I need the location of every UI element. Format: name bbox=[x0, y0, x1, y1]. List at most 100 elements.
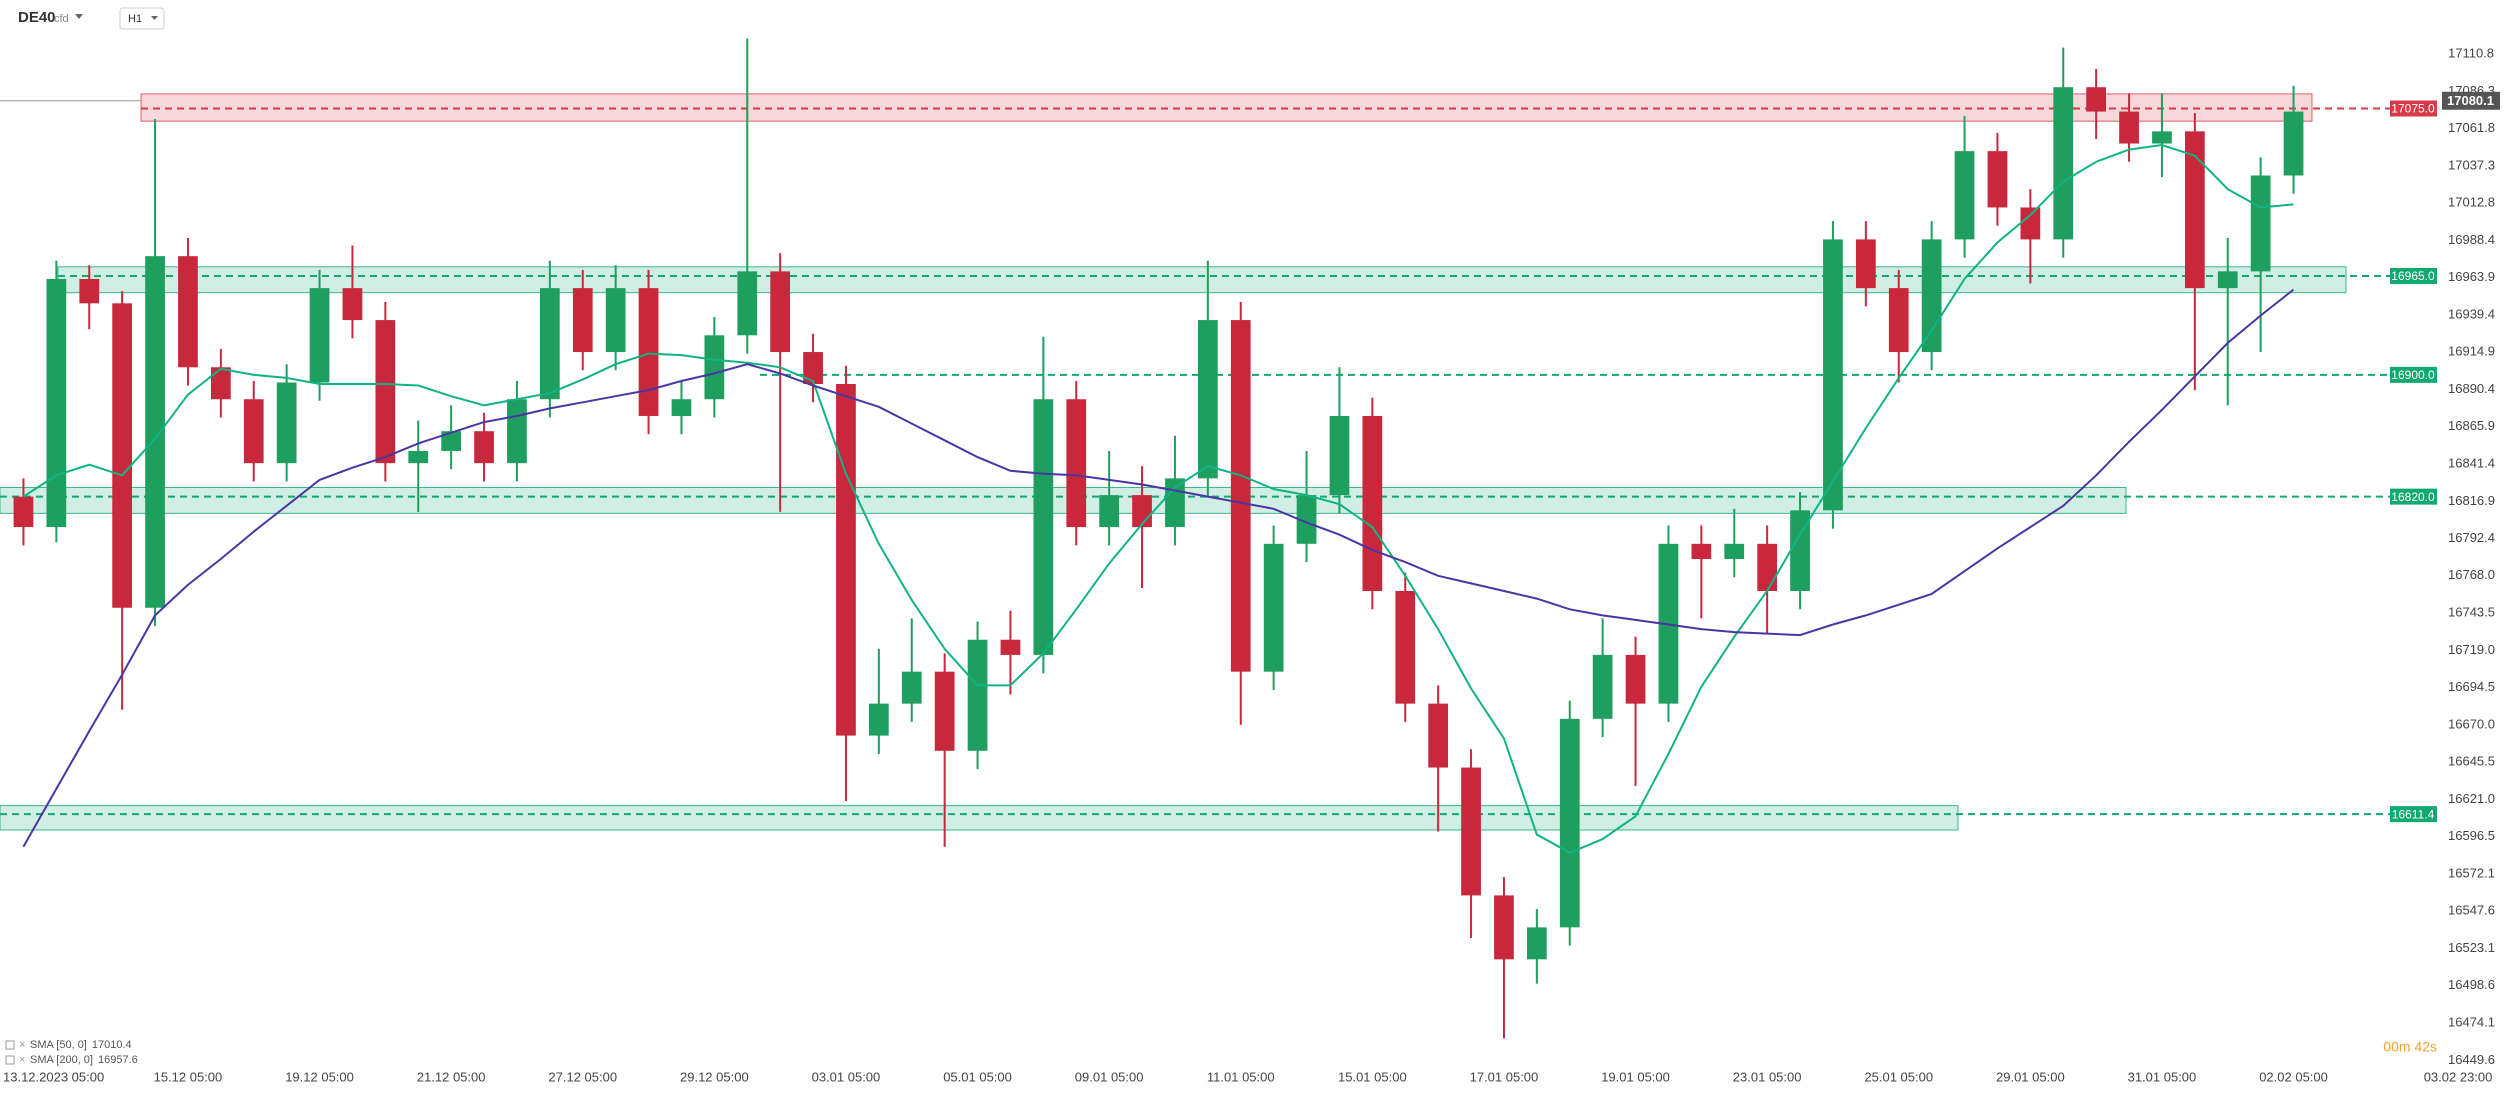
x-tick-label: 13.12.2023 05:00 bbox=[3, 1069, 104, 1084]
candle-body bbox=[1724, 543, 1745, 560]
sma-line bbox=[22, 288, 2295, 848]
candle-body bbox=[2086, 87, 2107, 112]
candle-body bbox=[1526, 927, 1547, 960]
candle-body bbox=[803, 352, 823, 385]
timer: 00m 42s bbox=[2383, 1039, 2437, 1055]
y-tick-label: 16963.9 bbox=[2448, 269, 2495, 284]
x-tick-label: 29.12 05:00 bbox=[680, 1069, 749, 1084]
candle-body bbox=[1428, 703, 1449, 768]
x-tick-label: 19.12 05:00 bbox=[285, 1069, 354, 1084]
candle-body bbox=[2217, 271, 2238, 289]
candle-body bbox=[2119, 111, 2139, 144]
y-tick-label: 16645.5 bbox=[2448, 754, 2495, 769]
candle-body bbox=[836, 384, 856, 736]
level-label: 16900.0 bbox=[2391, 368, 2435, 382]
candle-body bbox=[79, 278, 100, 304]
candle-body bbox=[2250, 175, 2271, 272]
y-tick-label: 16743.5 bbox=[2448, 605, 2495, 620]
y-tick-label: 17037.3 bbox=[2448, 157, 2495, 172]
candle-body bbox=[2053, 87, 2074, 240]
legend-name: SMA [50, 0] bbox=[30, 1039, 87, 1051]
x-tick-label: 31.01 05:00 bbox=[2128, 1069, 2197, 1084]
instrument-type: cfd bbox=[54, 13, 69, 25]
level-label: 17075.0 bbox=[2391, 102, 2435, 116]
timeframe-dropdown[interactable] bbox=[151, 16, 158, 20]
candle-body bbox=[1691, 543, 1712, 560]
symbol[interactable]: DE40 bbox=[18, 9, 56, 26]
x-tick-label: 15.01 05:00 bbox=[1338, 1069, 1407, 1084]
x-tick-label: 29.01 05:00 bbox=[1996, 1069, 2065, 1084]
level-label: 16820.0 bbox=[2391, 490, 2435, 504]
x-tick-label: 23.01 05:00 bbox=[1733, 1069, 1802, 1084]
candle-body bbox=[1296, 495, 1317, 544]
candle-body bbox=[145, 256, 165, 608]
level-zone bbox=[0, 487, 2127, 514]
candle-body bbox=[1954, 151, 1975, 240]
y-tick-label: 16939.4 bbox=[2448, 306, 2495, 321]
candle-body bbox=[1461, 767, 1481, 896]
legend-icon bbox=[5, 1055, 15, 1065]
candle-body bbox=[1790, 510, 1810, 591]
level-label-box bbox=[2390, 488, 2437, 505]
candle-body bbox=[474, 431, 494, 464]
candle-body bbox=[2020, 207, 2041, 240]
legend-name: SMA [200, 0] bbox=[30, 1054, 93, 1066]
level-label-box bbox=[2390, 806, 2437, 823]
candle-body bbox=[704, 335, 725, 400]
candle-body bbox=[1033, 399, 1054, 655]
x-tick-label: 19.01 05:00 bbox=[1601, 1069, 1670, 1084]
candle-body bbox=[1395, 590, 1416, 704]
candle-body bbox=[1066, 399, 1087, 528]
candle-body bbox=[1000, 639, 1021, 655]
candle-body bbox=[276, 382, 297, 464]
candle-body bbox=[112, 303, 133, 608]
candle-body bbox=[1165, 478, 1185, 528]
y-tick-label: 16816.9 bbox=[2448, 493, 2495, 508]
level-label: 16611.4 bbox=[2392, 807, 2435, 821]
candle-body bbox=[1625, 654, 1646, 704]
header: DE40 cfd H1 bbox=[18, 7, 165, 30]
y-tick-label: 16547.6 bbox=[2448, 903, 2495, 918]
y-tick-label: 16792.4 bbox=[2448, 530, 2495, 545]
candle-body bbox=[243, 399, 264, 464]
y-tick-label: 16841.4 bbox=[2448, 456, 2495, 471]
x-tick-label: 03.01 05:00 bbox=[812, 1069, 881, 1084]
y-tick-label: 16523.1 bbox=[2448, 940, 2495, 955]
timeframe[interactable]: H1 bbox=[128, 13, 142, 25]
y-tick-label: 16694.5 bbox=[2448, 679, 2495, 694]
y-tick-label: 16449.6 bbox=[2448, 1052, 2495, 1067]
y-tick-label: 16572.1 bbox=[2448, 865, 2495, 880]
y-tick-label: 17012.8 bbox=[2448, 195, 2495, 210]
level-zone bbox=[0, 805, 1959, 831]
level-label: 16965.0 bbox=[2391, 269, 2435, 283]
candle-body bbox=[1494, 895, 1514, 960]
x-tick-label: 11.01 05:00 bbox=[1207, 1069, 1275, 1084]
timeframe-box[interactable] bbox=[119, 7, 165, 30]
candle-body bbox=[408, 450, 429, 464]
x-tick-label: 27.12 05:00 bbox=[548, 1069, 617, 1084]
legend-value: 17010.4 bbox=[92, 1039, 132, 1051]
level-label-box bbox=[2390, 366, 2437, 383]
x-tick-label: 05.01 05:00 bbox=[943, 1069, 1012, 1084]
symbol-dropdown[interactable] bbox=[75, 14, 83, 19]
candle-body bbox=[2184, 131, 2205, 289]
candle-body bbox=[1823, 239, 1843, 511]
legend-entry: SMA [50, 0] 17010.4 bbox=[30, 1039, 132, 1051]
candle-body bbox=[1888, 288, 1909, 353]
x-tick-label: 17.01 05:00 bbox=[1470, 1069, 1539, 1084]
x-tick-label: 15.12 05:00 bbox=[154, 1069, 223, 1084]
x-tick-label: 02.02 05:00 bbox=[2259, 1069, 2328, 1084]
legend-x: × bbox=[19, 1039, 25, 1051]
y-tick-label: 16865.9 bbox=[2448, 418, 2495, 433]
y-tick-label: 16596.5 bbox=[2448, 828, 2495, 843]
legend-entry: SMA [200, 0] 16957.6 bbox=[30, 1054, 138, 1066]
candle-body bbox=[671, 399, 692, 416]
candle-body bbox=[309, 288, 330, 383]
candle-body bbox=[375, 320, 396, 464]
last-price-box bbox=[2442, 91, 2500, 110]
candle-body bbox=[342, 288, 363, 321]
candle-body bbox=[13, 496, 34, 528]
y-tick-label: 16719.0 bbox=[2448, 642, 2495, 657]
